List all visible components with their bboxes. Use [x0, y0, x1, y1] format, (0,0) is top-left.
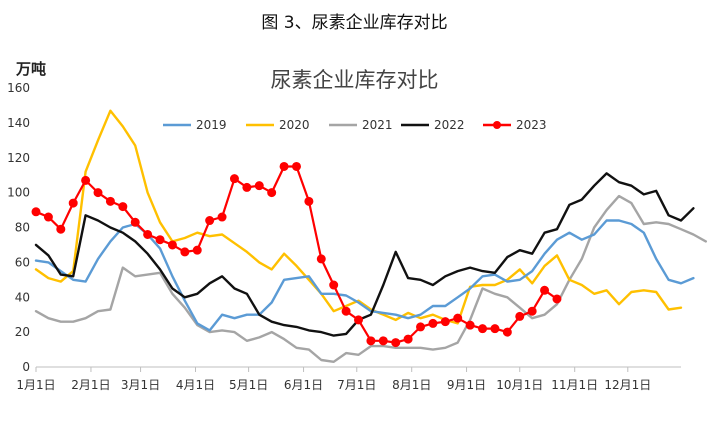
data-point-2023	[68, 198, 78, 208]
data-point-2023	[242, 182, 252, 192]
y-tick-label: 0	[22, 360, 30, 374]
data-point-2023	[279, 161, 289, 171]
y-axis-unit-label: 万吨	[16, 60, 47, 78]
y-tick-label: 20	[15, 325, 30, 339]
legend-label-2023: 2023	[516, 118, 547, 132]
data-point-2023	[378, 336, 388, 346]
legend-marker-2023	[493, 121, 501, 129]
series-layer	[31, 109, 707, 363]
data-point-2023	[428, 318, 438, 328]
data-point-2023	[43, 212, 53, 222]
x-tick-label: 7月1日	[337, 378, 376, 392]
data-point-2023	[167, 240, 177, 250]
data-point-2023	[316, 254, 326, 264]
legend-label-2021: 2021	[362, 118, 393, 132]
legend: 2019 2020 2021 2022 2023	[163, 118, 547, 132]
y-tick-label: 120	[7, 151, 30, 165]
data-point-2023	[329, 280, 339, 290]
x-tick-label: 10月1日	[496, 378, 543, 392]
data-point-2023	[229, 174, 239, 184]
x-tick-label: 11月1日	[551, 378, 598, 392]
legend-label-2022: 2022	[434, 118, 465, 132]
data-point-2023	[502, 327, 512, 337]
chart-title: 尿素企业库存对比	[270, 68, 439, 92]
data-point-2023	[403, 334, 413, 344]
data-point-2023	[180, 247, 190, 257]
y-axis-ticks: 0 20 40 60 80 100 120 140 160	[7, 81, 30, 374]
data-point-2023	[267, 188, 277, 198]
x-tick-label: 1月1日	[16, 378, 55, 392]
series-2021	[34, 194, 707, 363]
data-point-2023	[416, 322, 426, 332]
data-point-2023	[354, 315, 363, 325]
y-tick-label: 160	[7, 81, 30, 95]
data-point-2023	[341, 306, 351, 316]
data-point-2023	[205, 216, 215, 226]
series-line-2022	[34, 172, 695, 337]
data-point-2023	[527, 306, 537, 316]
data-point-2023	[192, 245, 202, 255]
x-tick-label: 12月1日	[604, 378, 651, 392]
series-2022	[34, 172, 695, 337]
data-point-2023	[81, 175, 91, 185]
x-tick-label: 9月1日	[447, 378, 486, 392]
x-tick-label: 4月1日	[176, 378, 215, 392]
series-line-2021	[34, 194, 707, 363]
x-tick-label: 5月1日	[229, 378, 268, 392]
y-tick-label: 60	[15, 255, 30, 269]
data-point-2023	[465, 320, 475, 330]
series-line-2020	[34, 109, 683, 325]
data-point-2023	[478, 324, 488, 334]
data-point-2023	[118, 202, 128, 212]
data-point-2023	[143, 229, 153, 239]
y-tick-label: 140	[7, 116, 30, 130]
data-point-2023	[217, 212, 227, 222]
data-point-2023	[515, 311, 525, 321]
data-point-2023	[453, 313, 463, 323]
data-point-2023	[540, 285, 550, 295]
figure-caption: 图 3、尿素企业库存对比	[261, 13, 448, 33]
data-point-2023	[105, 196, 115, 206]
data-point-2023	[304, 196, 314, 206]
x-tick-label: 6月1日	[284, 378, 323, 392]
series-line-2023	[34, 165, 559, 344]
data-point-2023	[155, 235, 165, 245]
legend-label-2020: 2020	[279, 118, 310, 132]
y-tick-label: 100	[7, 186, 30, 200]
data-point-2023	[254, 181, 264, 191]
x-axis: 1月1日 2月1日 3月1日 4月1日 5月1日 6月1日 7月1日 8月1日 9月1日 10月1…	[16, 366, 681, 392]
data-point-2023	[130, 217, 140, 227]
data-point-2023	[552, 294, 562, 304]
y-tick-label: 40	[15, 290, 30, 304]
data-point-2023	[56, 224, 66, 234]
y-tick-label: 80	[15, 221, 30, 235]
x-tick-label: 3月1日	[121, 378, 160, 392]
data-point-2023	[291, 161, 301, 171]
series-2020	[34, 109, 683, 325]
data-point-2023	[490, 324, 500, 334]
data-point-2023	[31, 207, 41, 217]
data-point-2023	[366, 336, 376, 346]
x-tick-label: 8月1日	[392, 378, 431, 392]
series-2023	[31, 161, 562, 348]
legend-label-2019: 2019	[196, 118, 227, 132]
data-point-2023	[93, 188, 103, 198]
data-point-2023	[440, 317, 450, 327]
x-tick-label: 2月1日	[71, 378, 110, 392]
data-point-2023	[391, 338, 401, 348]
